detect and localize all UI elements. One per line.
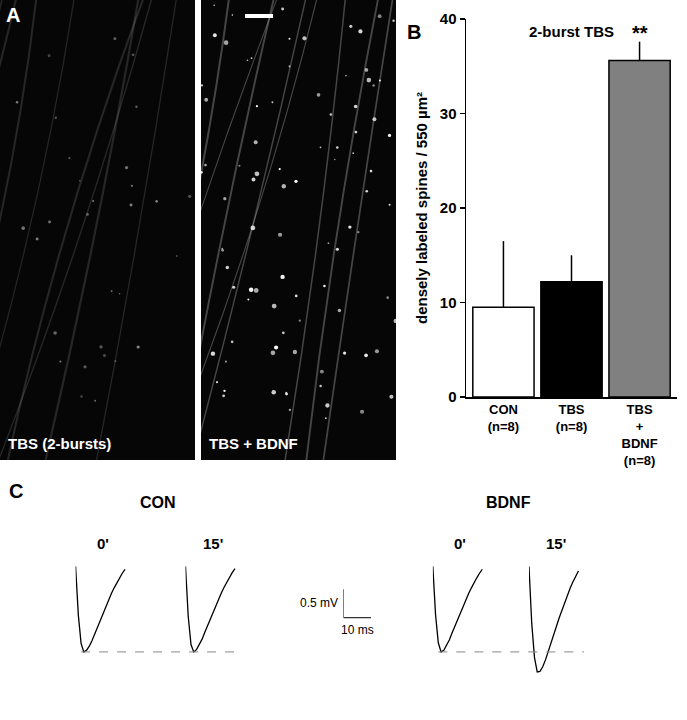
svg-text:40: 40 bbox=[440, 10, 457, 27]
html-text:TBS + BDNF: TBS + BDNF bbox=[209, 435, 298, 452]
svg-text:CON(n=8): CON(n=8) bbox=[488, 402, 519, 434]
svg-text:CON: CON bbox=[140, 494, 176, 511]
svg-text:0.5 mV: 0.5 mV bbox=[300, 596, 338, 610]
svg-text:C: C bbox=[9, 480, 23, 502]
svg-text:15': 15' bbox=[203, 535, 223, 552]
svg-text:15': 15' bbox=[546, 535, 566, 552]
svg-text:densely labeled spines / 550 µ: densely labeled spines / 550 µm² bbox=[413, 92, 430, 324]
svg-text:0': 0' bbox=[454, 535, 466, 552]
svg-text:10 ms: 10 ms bbox=[341, 623, 374, 637]
svg-text:20: 20 bbox=[440, 199, 457, 216]
svg-text:2-burst TBS: 2-burst TBS bbox=[529, 23, 614, 40]
svg-text:30: 30 bbox=[440, 105, 457, 122]
svg-text:**: ** bbox=[632, 22, 648, 44]
svg-text:TBS(n=8): TBS(n=8) bbox=[556, 402, 587, 434]
svg-text:B: B bbox=[407, 21, 421, 43]
svg-text:0: 0 bbox=[448, 388, 456, 405]
html-text:TBS (2-bursts): TBS (2-bursts) bbox=[8, 435, 112, 452]
html-text:A: A bbox=[6, 4, 21, 26]
svg-text:TBS+BDNF(n=8): TBS+BDNF(n=8) bbox=[622, 402, 658, 468]
svg-text:10: 10 bbox=[440, 294, 457, 311]
svg-text:BDNF: BDNF bbox=[486, 494, 531, 511]
svg-text:0': 0' bbox=[97, 535, 109, 552]
